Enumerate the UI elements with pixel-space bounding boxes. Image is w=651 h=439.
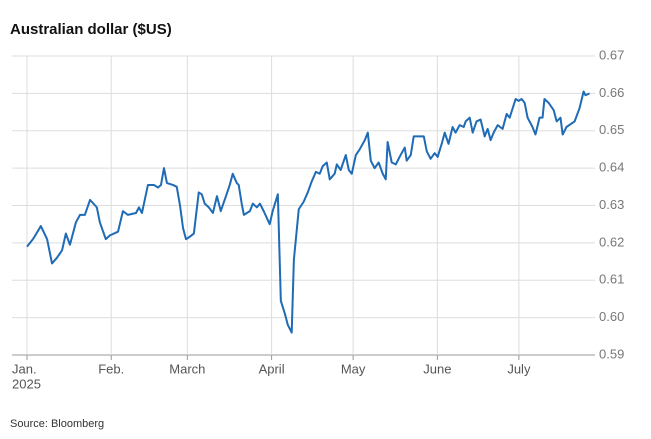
x-tick-label: Jan. xyxy=(12,361,37,376)
x-tick-label: April xyxy=(259,361,285,376)
chart-title: Australian dollar ($US) xyxy=(10,21,172,38)
y-tick-label: 0.67 xyxy=(599,47,624,62)
y-tick-label: 0.59 xyxy=(599,346,624,361)
source: Source: Bloomberg xyxy=(10,418,104,430)
x-tick-label: Feb. xyxy=(98,361,124,376)
y-tick-label: 0.66 xyxy=(599,85,624,100)
y-tick-label: 0.62 xyxy=(599,234,624,249)
y-tick-label: 0.61 xyxy=(599,272,624,287)
y-tick-label: 0.64 xyxy=(599,160,624,175)
y-tick-label: 0.65 xyxy=(599,122,624,137)
x-sublabel: 2025 xyxy=(12,376,41,391)
x-tick-label: May xyxy=(341,361,366,376)
x-tick-label: June xyxy=(423,361,451,376)
line xyxy=(26,90,590,334)
x-tick-label: March xyxy=(169,361,205,376)
x-tick-label: July xyxy=(507,361,531,376)
y-tick-label: 0.63 xyxy=(599,197,624,212)
y-tick-label: 0.60 xyxy=(599,309,624,324)
